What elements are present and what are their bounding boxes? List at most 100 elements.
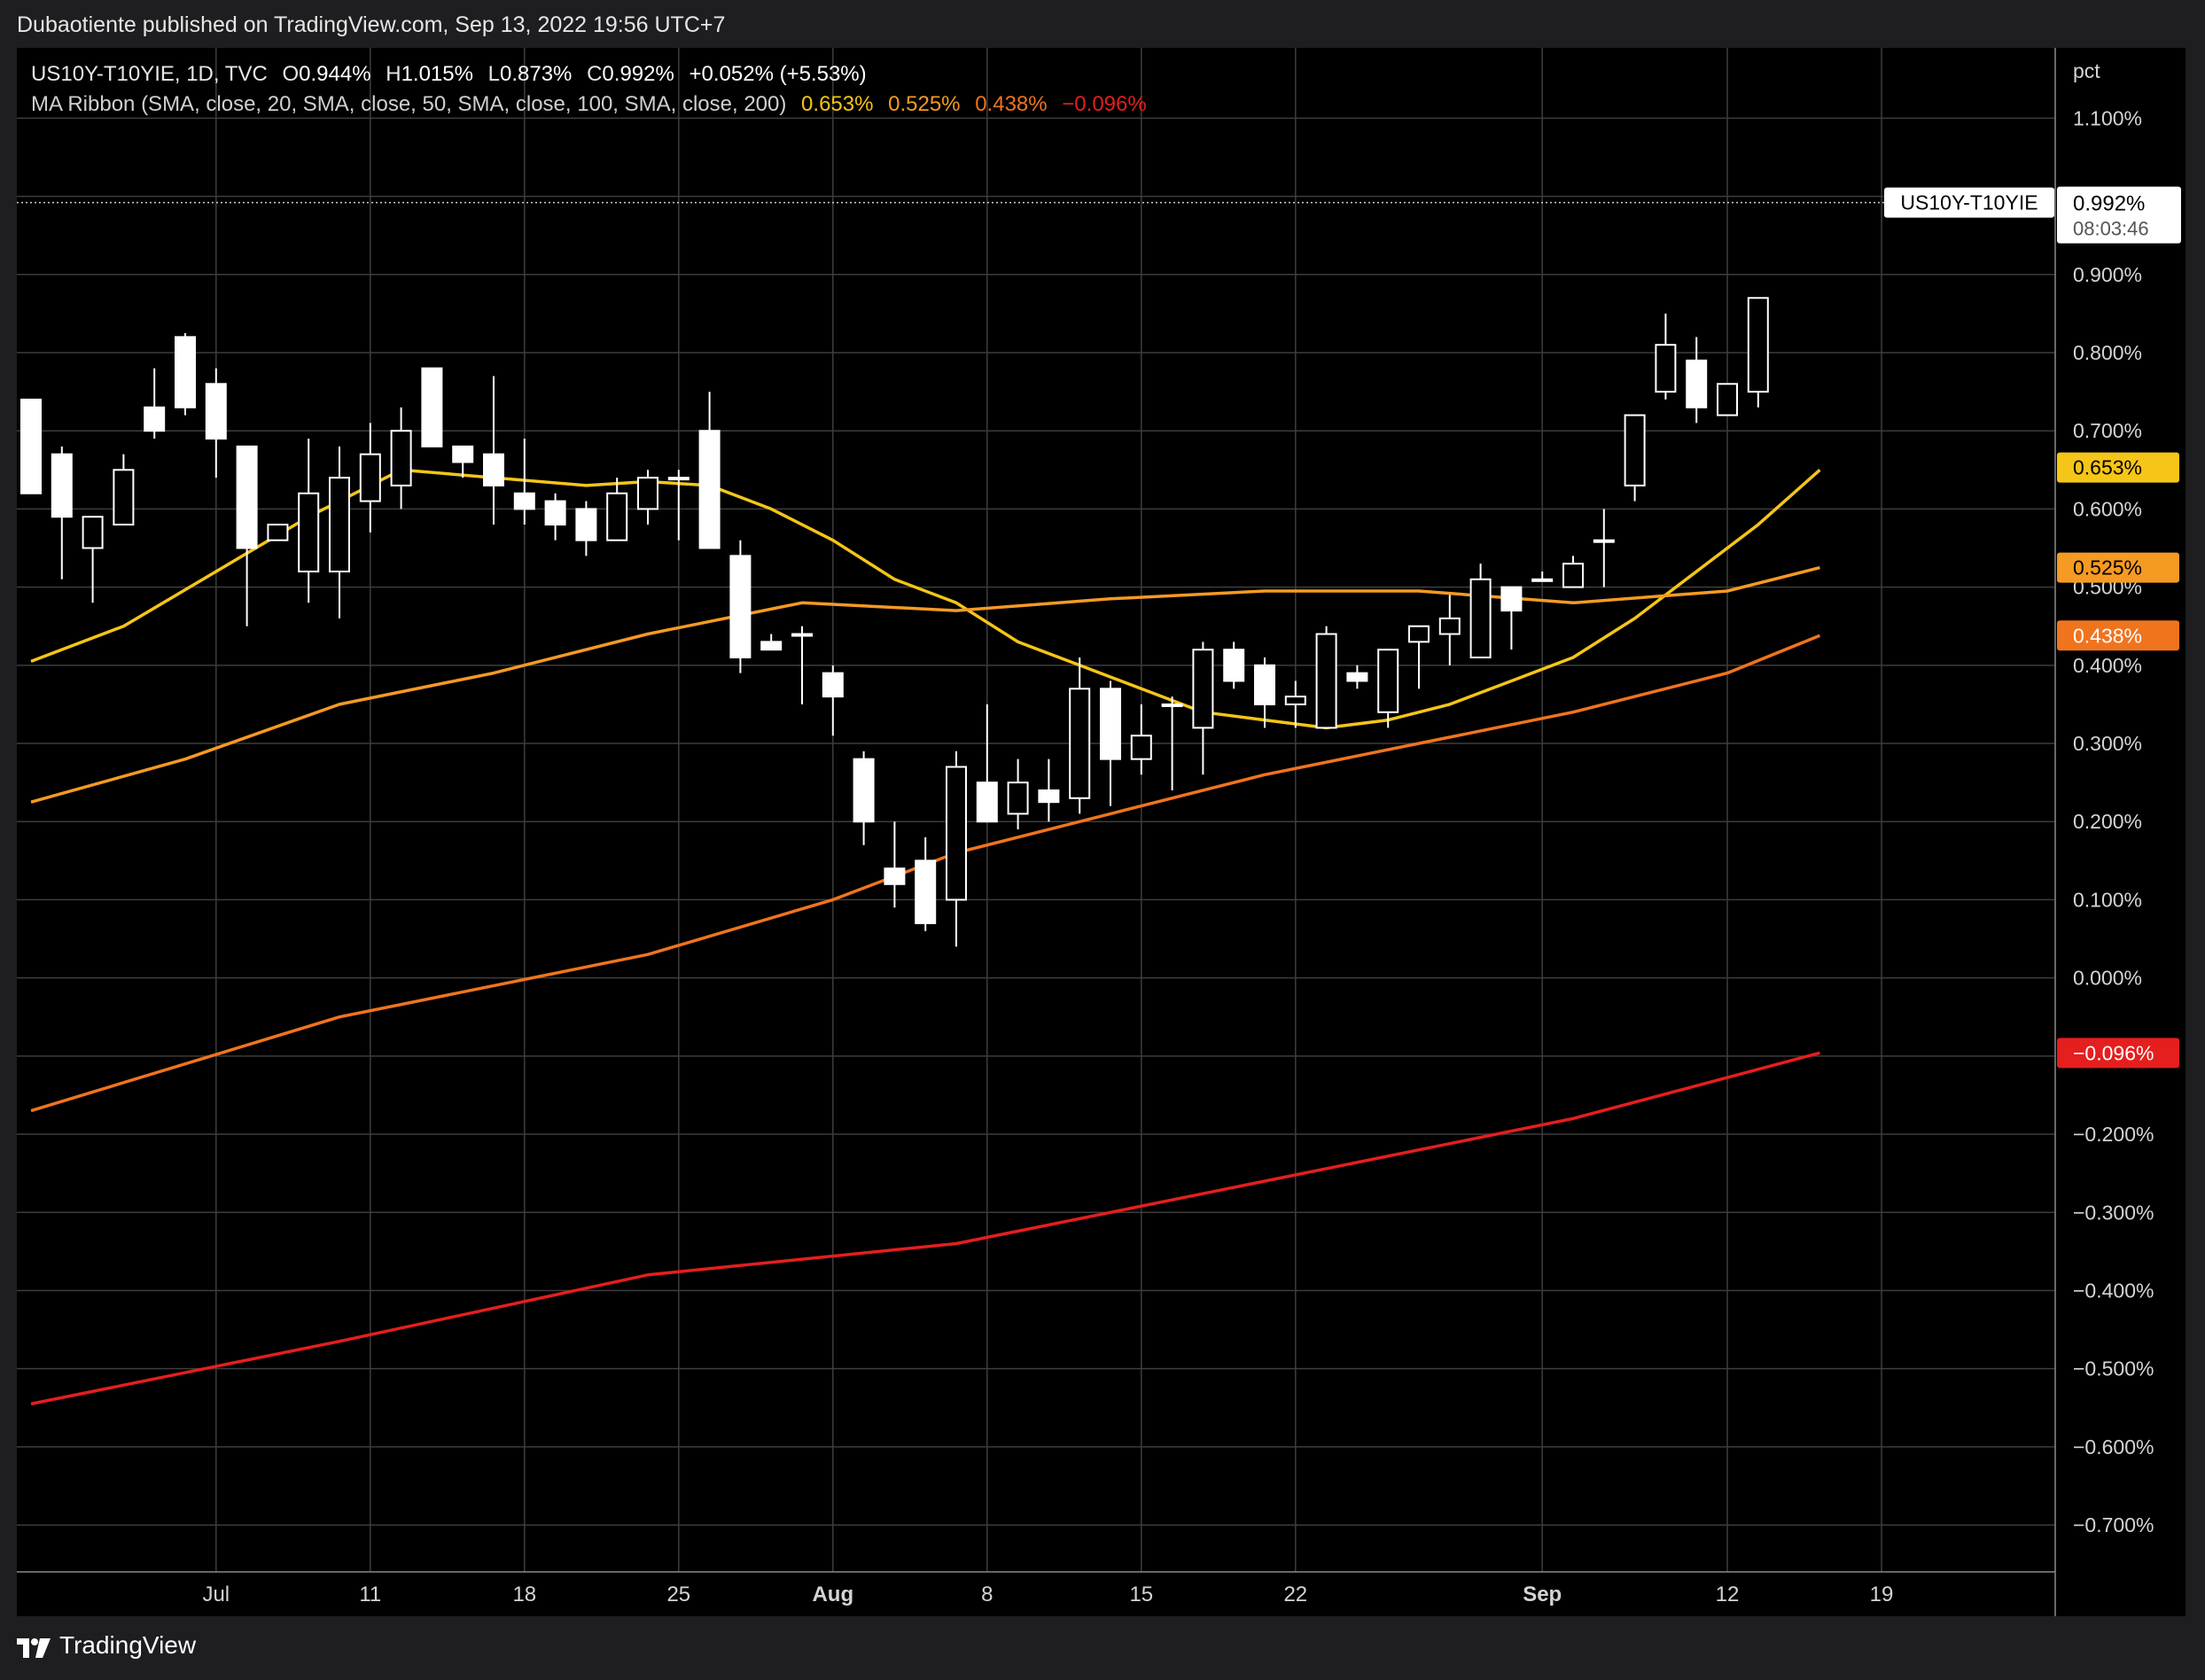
ma-line-sma-20 [30,468,1821,730]
date-tick-label: 15 [1129,1583,1153,1606]
candle-body[interactable] [175,336,196,408]
symbol-legend: US10Y-T10YIE, 1D, TVC O0.944% H1.015% L0… [31,62,867,87]
date-tick-label: Aug [812,1583,853,1606]
candle-body[interactable] [1717,383,1738,416]
candle-body[interactable] [1223,649,1245,682]
candle-body[interactable] [1624,414,1646,486]
candle-body[interactable] [1655,344,1677,393]
candle-body[interactable] [20,398,42,494]
candle-body[interactable] [1069,688,1091,799]
candle-body[interactable] [1377,649,1399,713]
candle-body[interactable] [760,641,783,651]
price-tick-label: 0.600% [2073,497,2142,520]
candle-body[interactable] [791,633,813,637]
candle-body[interactable] [51,453,73,518]
price-axis-unit: pct [2073,59,2100,82]
price-tick-label: −0.500% [2073,1357,2154,1381]
candle-body[interactable] [1747,297,1769,393]
candle-body[interactable] [976,782,998,823]
legend-close-label: C [587,62,603,86]
candle-body[interactable] [1408,625,1430,643]
price-tick-label: 0.000% [2073,967,2142,990]
candle-body[interactable] [452,445,474,463]
candle-body[interactable] [544,500,566,526]
candle-body[interactable] [698,430,721,549]
candle-body[interactable] [606,492,628,541]
candle-body[interactable] [1315,633,1337,729]
legend-high-label: H [386,62,401,86]
price-tick-label: −0.300% [2073,1201,2154,1224]
legend-low-label: L [487,62,500,86]
candle-body[interactable] [359,453,381,502]
price-tick-label: −0.700% [2073,1513,2154,1536]
legend-low-value: 0.873% [500,62,573,86]
date-tick-label: 22 [1283,1583,1307,1606]
ma-ribbon-legend: MA Ribbon (SMA, close, 20, SMA, close, 5… [31,92,1147,117]
legend-symbol: US10Y-T10YIE, 1D, TVC [31,62,268,86]
tradingview-logo[interactable]: TradingView [17,1631,196,1660]
chart-panel[interactable]: 1.100%1.000%0.900%0.800%0.700%0.600%0.50… [17,48,2186,1616]
candle-body[interactable] [884,867,906,885]
candle-body[interactable] [329,477,350,572]
candle-body[interactable] [1469,578,1492,658]
price-tick-label: 0.200% [2073,810,2142,833]
ribbon-value-ma200: −0.096% [1062,92,1147,116]
candle-body[interactable] [390,430,412,486]
candle-body[interactable] [267,524,289,541]
candle-body[interactable] [1038,789,1060,804]
price-countdown: 08:03:46 [2073,218,2149,240]
ma-value-tag [2057,620,2179,651]
candle-body[interactable] [236,445,258,549]
candle-body[interactable] [1007,782,1029,815]
candle-body[interactable] [1593,539,1615,543]
ribbon-label: MA Ribbon (SMA, close, 20, SMA, close, 5… [31,92,787,116]
candle-body[interactable] [822,672,844,698]
candle-body[interactable] [82,516,104,549]
candle-body[interactable] [1562,563,1584,588]
ma-value-tag-text: −0.096% [2073,1041,2154,1064]
price-tick-label: −0.200% [2073,1123,2154,1146]
candle-body[interactable] [483,453,504,486]
ribbon-value-ma100: 0.438% [975,92,1048,116]
candle-body[interactable] [205,383,227,440]
price-tick-label: 0.100% [2073,888,2142,911]
candle-body[interactable] [1254,664,1275,705]
candlestick-chart[interactable]: 1.100%1.000%0.900%0.800%0.700%0.600%0.50… [17,48,2186,1616]
candle-body[interactable] [729,555,752,658]
candle-body[interactable] [853,758,875,823]
price-tick-label: 0.800% [2073,341,2142,364]
tradingview-brand: TradingView [59,1631,197,1659]
candle-body[interactable] [1284,696,1306,705]
candle-body[interactable] [575,508,597,541]
candle-body[interactable] [298,492,320,572]
candle-body[interactable] [1531,578,1554,582]
price-tick-label: 1.100% [2073,106,2142,129]
candle-body[interactable] [113,469,135,526]
candle-body[interactable] [1686,359,1708,408]
ribbon-value-ma50: 0.525% [888,92,961,116]
candle-body[interactable] [144,406,166,432]
candle-body[interactable] [1100,688,1121,760]
legend-high-value: 1.015% [401,62,473,86]
date-tick-label: 11 [359,1583,381,1606]
candle-body[interactable] [513,492,535,510]
tradingview-logo-icon [17,1636,51,1658]
price-tick-label: 0.700% [2073,419,2142,442]
symbol-tag [1884,187,2054,218]
candle-body[interactable] [1346,672,1368,682]
candle-body[interactable] [1192,649,1214,729]
current-price-label [2057,186,2181,244]
candle-body[interactable] [1500,586,1523,612]
candle-body[interactable] [1161,703,1183,707]
candle-body[interactable] [915,859,937,924]
legend-change: +0.052% (+5.53%) [689,62,867,86]
candle-body[interactable] [637,477,658,510]
candle-body[interactable] [1438,617,1461,635]
candle-body[interactable] [946,766,967,901]
candle-body[interactable] [667,477,690,481]
candle-body[interactable] [421,367,443,447]
ma-value-tag-text: 0.525% [2073,556,2142,579]
price-tick-label: −0.400% [2073,1279,2154,1302]
date-tick-label: 8 [981,1583,993,1606]
candle-body[interactable] [1130,735,1152,760]
